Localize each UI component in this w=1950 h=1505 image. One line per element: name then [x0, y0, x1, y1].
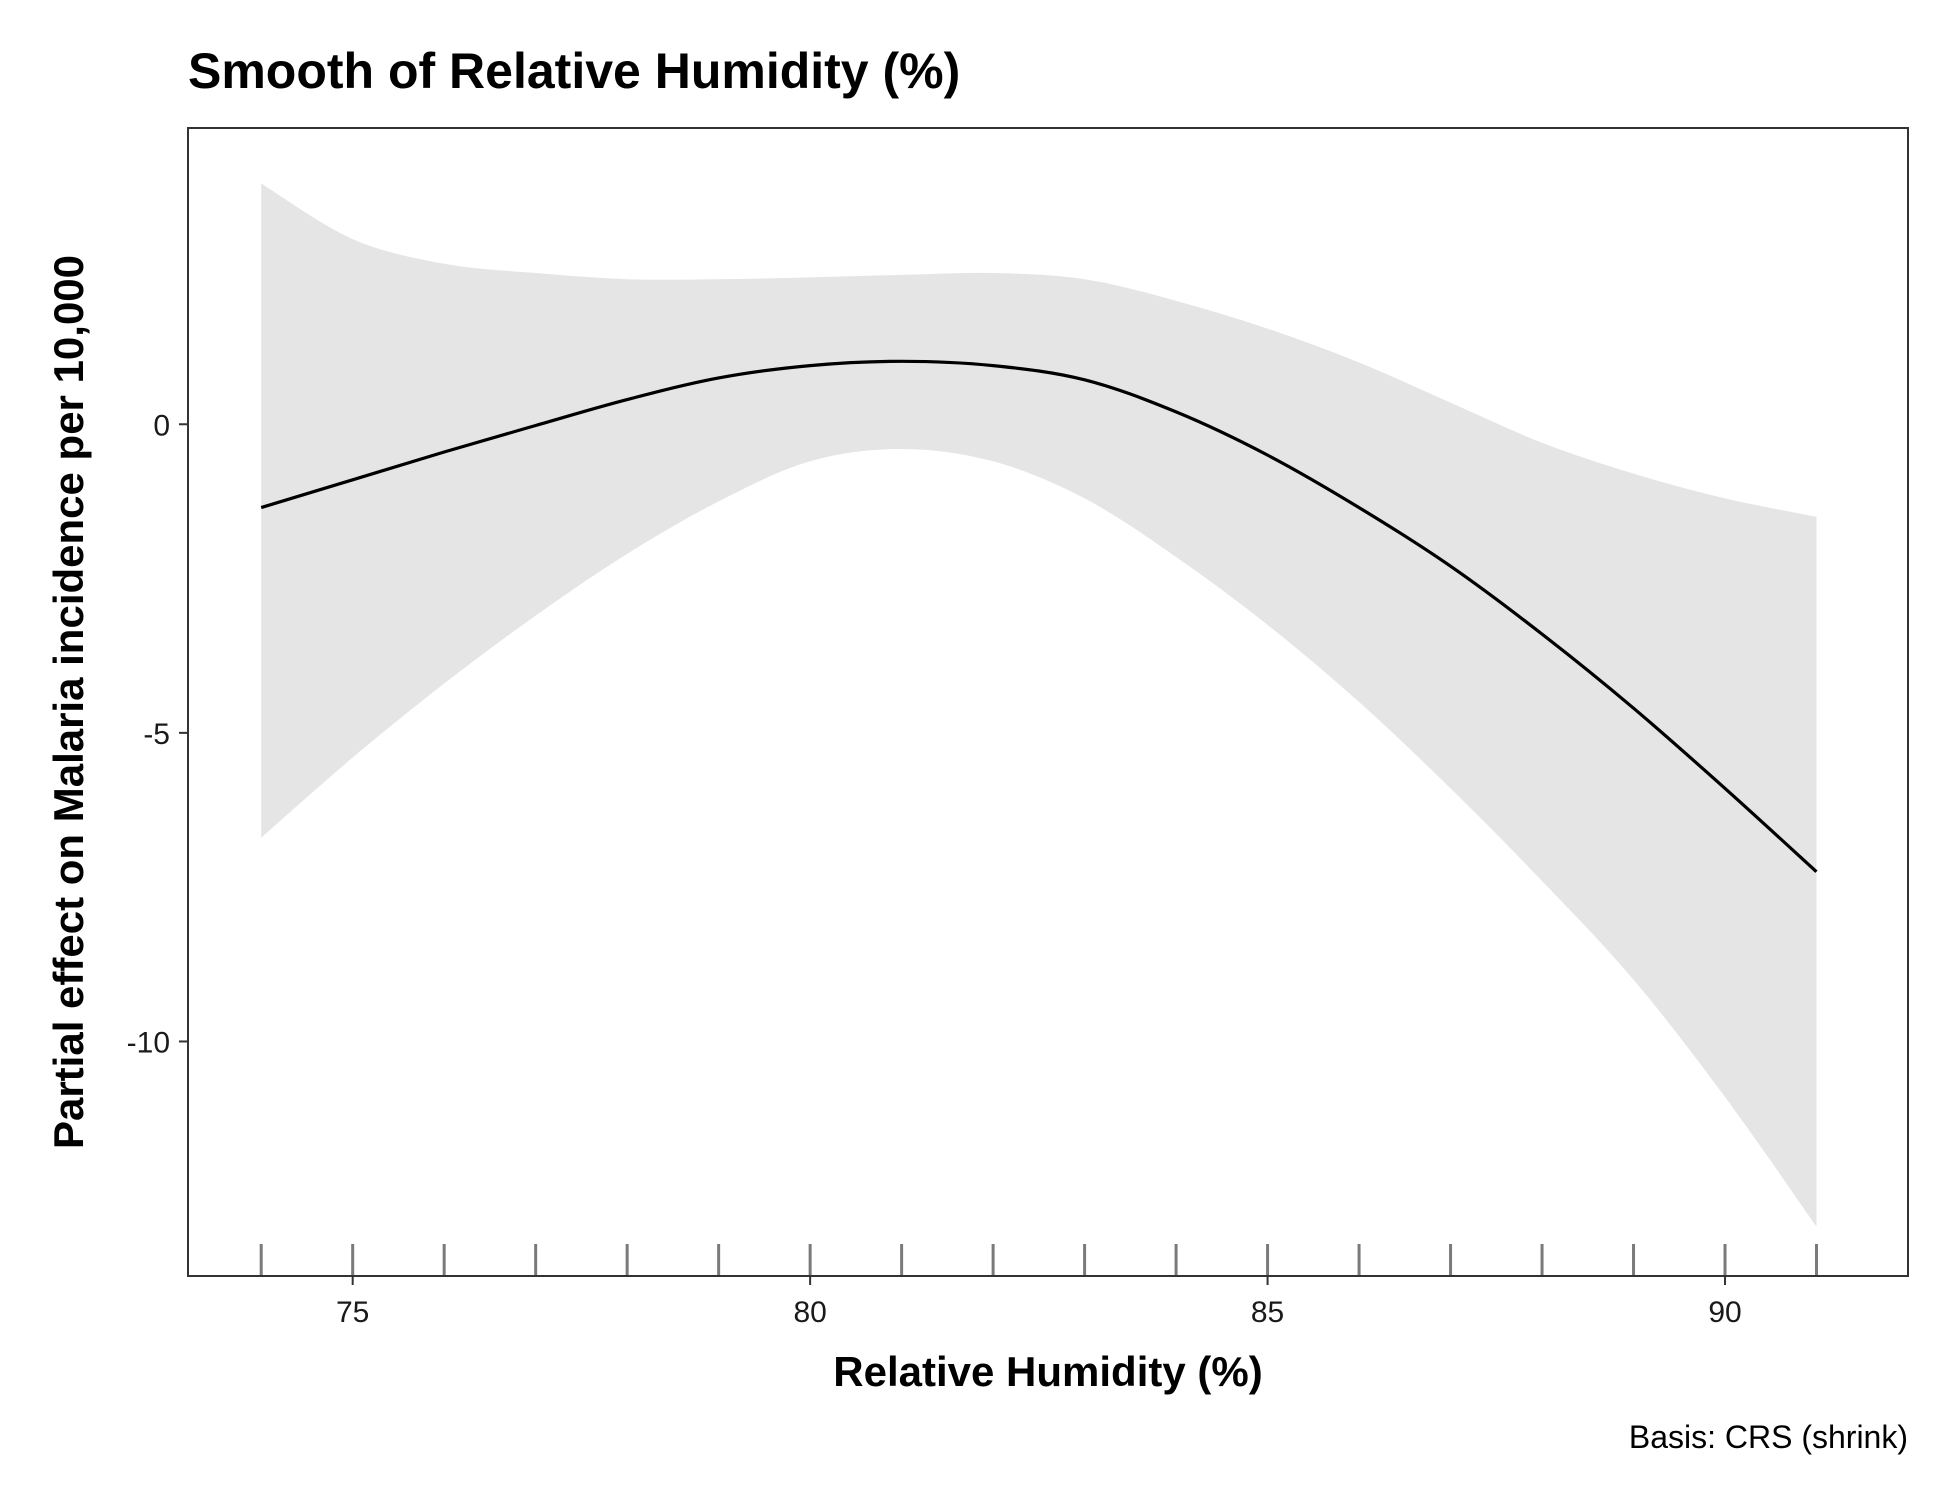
x-tick-label: 85 [1251, 1296, 1284, 1329]
y-tick-label: 0 [153, 409, 170, 442]
basis-caption: Basis: CRS (shrink) [1629, 1419, 1908, 1455]
plot-area [259, 183, 1819, 1276]
y-tick-label: -5 [143, 718, 170, 751]
smooth-fit-line [260, 359, 1818, 873]
x-tick-label: 75 [336, 1296, 369, 1329]
x-tick-label: 80 [793, 1296, 826, 1329]
y-tick-label: -10 [127, 1026, 170, 1059]
axis-ticks: 75 80 85 90 0 -5 -10 [127, 409, 1742, 1329]
confidence-band [261, 183, 1817, 1227]
plot-frame [187, 127, 1909, 1277]
chart-title: Smooth of Relative Humidity (%) [188, 43, 960, 99]
y-axis-title: Partial effect on Malaria incidence per … [45, 255, 92, 1149]
x-tick-label: 90 [1708, 1296, 1741, 1329]
x-axis-title: Relative Humidity (%) [833, 1348, 1262, 1395]
